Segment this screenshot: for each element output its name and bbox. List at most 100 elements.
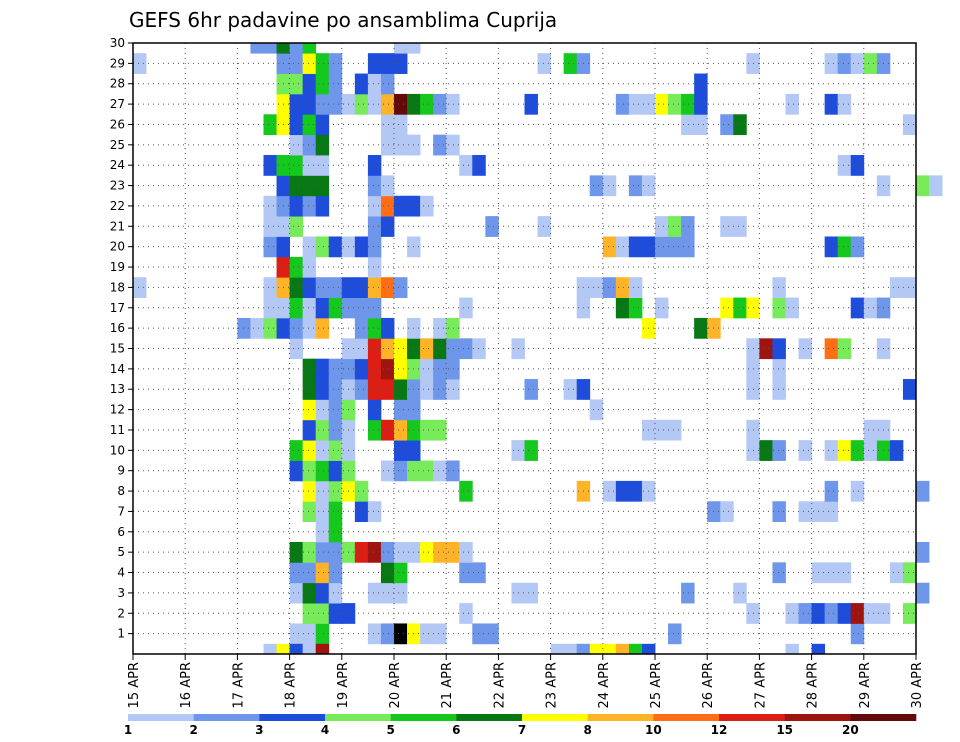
heatmap-cell — [694, 73, 708, 95]
colorbar-swatch — [193, 714, 260, 721]
heatmap-cell — [328, 440, 343, 461]
heatmap-cell — [420, 541, 434, 563]
heatmap-cell — [302, 643, 317, 655]
heatmap-cell — [589, 277, 604, 298]
heatmap-cell — [289, 582, 304, 604]
heatmap-cell — [315, 643, 330, 655]
heatmap-cell — [302, 134, 317, 156]
heatmap-cell — [785, 603, 799, 624]
colorbar-swatch — [850, 714, 917, 721]
heatmap-cell — [133, 53, 147, 74]
y-tick-label: 11 — [110, 423, 125, 437]
heatmap-cell — [315, 134, 330, 156]
heatmap-cell — [394, 358, 408, 380]
heatmap-cell — [655, 236, 669, 258]
heatmap-cell — [302, 358, 317, 380]
heatmap-cell — [263, 155, 277, 176]
heatmap-cell — [380, 358, 395, 380]
heatmap-cell — [328, 277, 343, 298]
heatmap-cell — [328, 419, 343, 441]
heatmap-cell — [694, 317, 708, 339]
heatmap-cell — [289, 93, 304, 115]
heatmap-cell — [289, 317, 304, 339]
x-tick-label: 16 APR — [179, 662, 194, 708]
heatmap-cell — [250, 317, 264, 339]
heatmap-cell — [433, 379, 447, 400]
heatmap-cell — [289, 73, 304, 95]
heatmap-cell — [772, 379, 786, 400]
heatmap-cell — [668, 216, 682, 237]
heatmap-cell — [772, 358, 786, 380]
heatmap-cell — [394, 195, 408, 217]
y-axis-ticks: 1234567891011121314151617181920212223242… — [110, 36, 133, 641]
heatmap-cell — [328, 93, 343, 115]
y-tick-label: 16 — [110, 321, 125, 335]
colorbar-swatch — [390, 714, 457, 721]
heatmap-cell — [563, 643, 578, 655]
heatmap-cell — [354, 73, 369, 95]
colorbar: 1 2 3 4 5 6 7 8 10 12 15 20 — [124, 714, 917, 737]
x-tick-label: 19 APR — [336, 662, 351, 708]
heatmap-cell — [628, 175, 643, 197]
heatmap-cell — [328, 480, 343, 502]
heatmap-cell — [785, 297, 799, 319]
heatmap-cell — [850, 603, 865, 624]
y-tick-label: 3 — [117, 586, 125, 600]
heatmap-cell — [681, 114, 695, 136]
colorbar-label: 12 — [711, 723, 728, 737]
heatmap-cell — [380, 379, 395, 400]
y-tick-label: 1 — [117, 627, 125, 641]
heatmap-cell — [420, 195, 434, 217]
colorbar-label: 4 — [321, 723, 329, 737]
heatmap-cell — [367, 277, 382, 298]
y-tick-label: 8 — [117, 484, 125, 498]
heatmap-cell — [289, 114, 304, 136]
heatmap-cell — [328, 582, 343, 604]
heatmap-cell — [420, 358, 434, 380]
heatmap-cell — [394, 399, 408, 421]
y-tick-label: 12 — [110, 403, 125, 417]
heatmap-cell — [302, 256, 317, 278]
heatmap-cell — [394, 53, 408, 74]
heatmap-cell — [302, 73, 317, 95]
heatmap-cell — [380, 419, 395, 441]
heatmap-cell — [602, 175, 617, 197]
heatmap-cell — [328, 521, 343, 543]
heatmap-cell — [615, 93, 630, 115]
x-tick-label: 22 APR — [492, 662, 507, 708]
heatmap-cell — [394, 379, 408, 400]
heatmap-cell — [380, 73, 395, 95]
heatmap-cell — [433, 460, 447, 482]
heatmap-cell — [433, 317, 447, 339]
heatmap-cell — [289, 43, 304, 54]
y-tick-label: 27 — [110, 97, 125, 111]
y-tick-label: 17 — [110, 301, 125, 315]
heatmap-cell — [837, 53, 852, 74]
heatmap-cell — [380, 216, 395, 237]
heatmap-cell — [850, 236, 865, 258]
heatmap-cell — [798, 440, 812, 461]
heatmap-cell — [302, 480, 317, 502]
heatmap-cell — [850, 623, 865, 645]
heatmap-cell — [420, 460, 434, 482]
heatmap-cell — [589, 399, 604, 421]
heatmap-cell — [380, 460, 395, 482]
heatmap-cell — [394, 541, 408, 563]
colorbar-label: 5 — [386, 723, 394, 737]
heatmap-cell — [720, 297, 734, 319]
heatmap-cell — [315, 297, 330, 319]
heatmap-cell — [863, 297, 878, 319]
heatmap-cell — [367, 216, 382, 237]
heatmap-cell — [681, 93, 695, 115]
heatmap-cell — [302, 114, 317, 136]
heatmap-cell — [133, 277, 147, 298]
y-tick-label: 26 — [110, 117, 125, 131]
heatmap-cell — [733, 114, 747, 136]
heatmap-cell — [916, 582, 930, 604]
heatmap-cell — [524, 582, 538, 604]
heatmap-cell — [824, 236, 839, 258]
heatmap-cell — [615, 480, 630, 502]
heatmap-cell — [315, 236, 330, 258]
heatmap-cell — [668, 419, 682, 441]
heatmap-cell — [367, 419, 382, 441]
